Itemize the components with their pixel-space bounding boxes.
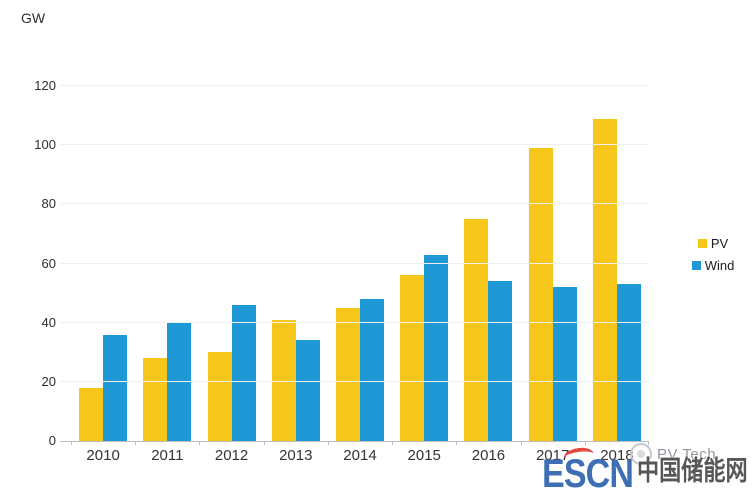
category-2013 [264,86,328,441]
gridline-100 [60,144,649,146]
bar-wind-2017 [552,287,577,441]
x-axis-tick [584,441,586,445]
bar-wind-2016 [488,281,513,441]
x-tick-label-2015: 2015 [407,447,441,464]
bar-pv-2013 [271,319,296,441]
bar-pv-2016 [464,219,489,441]
y-tick-label-40: 40 [41,314,56,330]
escn-watermark-chinese: 中国储能网 [637,456,748,486]
legend-label-pv: PV [710,236,729,251]
gridline-20 [60,380,649,382]
bar-wind-2012 [231,304,256,441]
category-2016 [456,86,520,441]
bars-area [71,86,649,445]
x-tick-label-2010: 2010 [86,447,120,464]
pvtech-watermark: PV Tech [630,443,716,465]
x-axis-tick [327,441,329,445]
category-2014 [328,86,392,441]
bar-pv-2011 [143,358,168,441]
x-axis-tick [199,441,201,445]
gridline-80 [60,203,649,205]
bar-wind-2018 [616,284,641,441]
category-2017 [521,86,585,441]
bar-pv-2017 [528,148,553,441]
y-tick-label-20: 20 [41,373,56,389]
x-axis-tick [648,441,649,445]
category-2012 [199,86,263,441]
legend-entry-pv: PV [697,236,729,251]
x-axis-tick [71,441,72,445]
x-axis-tick [392,441,394,445]
y-axis-unit-label: GW [21,10,46,26]
escn-watermark-latin: ESCN [542,452,634,489]
y-tick-label-60: 60 [41,255,56,271]
bar-pv-2010 [79,387,104,441]
y-tick-label-80: 80 [41,196,56,212]
legend-swatch-pv [697,239,707,248]
plot-area [60,85,649,445]
x-tick-label-2014: 2014 [343,447,377,464]
x-axis-tick [263,441,265,445]
x-tick-label-2018: 2018 [600,447,634,464]
y-tick-label-120: 120 [34,78,56,93]
x-axis-tick [135,441,137,445]
bar-pv-2012 [207,352,232,441]
x-tick-label-2012: 2012 [214,447,249,464]
gridline-40 [60,321,649,323]
bar-pv-2015 [400,275,425,441]
gridline-120 [60,85,649,86]
bar-wind-2014 [359,299,384,441]
category-2018 [585,86,649,441]
legend-entry-wind: Wind [691,258,735,273]
bar-pv-2014 [335,307,360,441]
category-2010 [71,86,135,441]
y-tick-label-0: 0 [48,433,56,448]
category-2011 [135,86,199,441]
legend-swatch-wind [691,261,701,270]
bar-wind-2015 [424,254,449,441]
y-tick-label-100: 100 [34,137,56,153]
legend: PV Wind [682,236,744,273]
category-2015 [392,86,456,441]
x-tick-label-2013: 2013 [279,447,313,464]
x-tick-label-2011: 2011 [151,447,184,464]
x-tick-label-2016: 2016 [471,447,506,464]
pvtech-logo-icon [630,443,652,465]
x-tick-label-2017: 2017 [535,447,570,464]
x-axis-tick [520,441,522,445]
bar-pv-2018 [592,118,617,441]
bar-wind-2010 [103,334,128,441]
pvtech-label: PV Tech [657,445,717,463]
legend-label-wind: Wind [704,258,735,273]
bar-wind-2013 [295,340,320,441]
x-axis-tick [456,441,458,445]
gridline-60 [60,262,649,264]
